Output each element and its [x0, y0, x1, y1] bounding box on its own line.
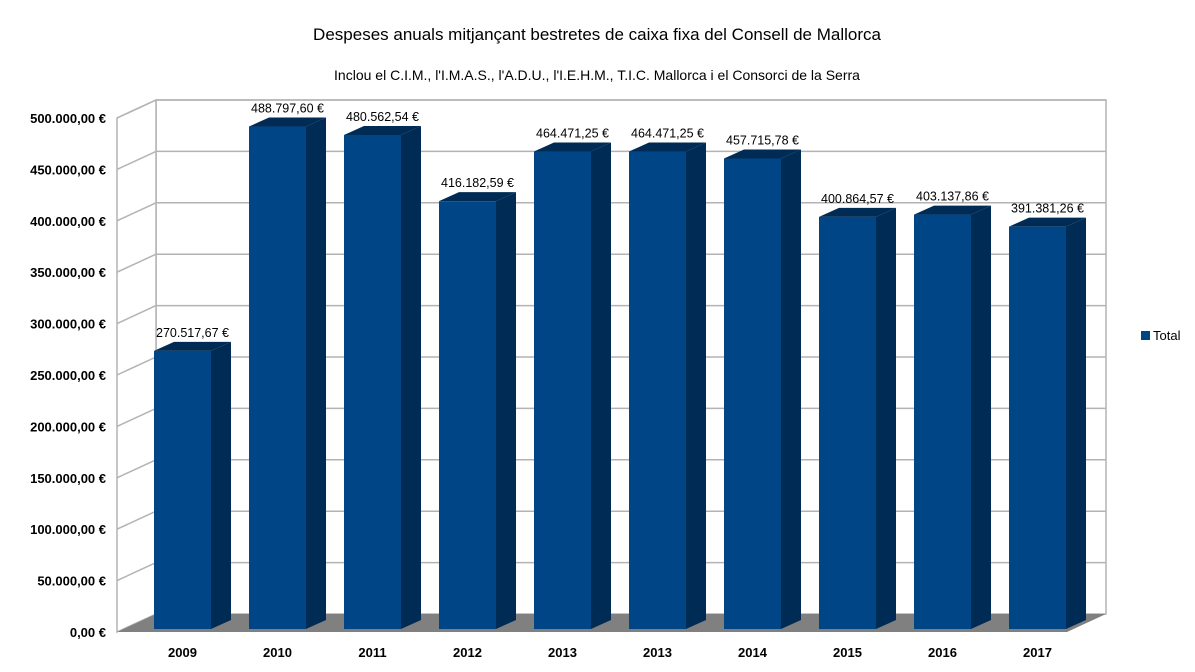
legend: Total — [1141, 328, 1181, 343]
gridline-side — [116, 407, 157, 428]
bar-top — [629, 142, 706, 152]
data-label: 403.137,86 € — [916, 190, 989, 204]
bar-2010 — [249, 117, 326, 630]
x-axis: 2009 2010 2011 2012 2013 2013 2014 2015 2016 2017 — [168, 645, 1052, 660]
bar-2009 — [154, 341, 231, 629]
bar-2016 — [914, 205, 991, 629]
x-tick-label: 2011 — [358, 645, 386, 660]
data-label: 457.715,78 € — [726, 133, 799, 147]
bar-front — [914, 214, 971, 629]
y-tick-label: 350.000,00 € — [30, 265, 106, 280]
bar-front — [534, 151, 591, 629]
bar-2014 — [724, 149, 801, 629]
y-tick-label: 100.000,00 € — [30, 522, 106, 537]
data-label: 464.471,25 € — [536, 127, 609, 141]
x-tick-label: 2015 — [833, 645, 862, 660]
data-label: 391.381,26 € — [1011, 202, 1084, 216]
y-tick-label: 0,00 € — [70, 625, 106, 640]
x-tick-label: 2016 — [928, 645, 957, 660]
data-label: 416.182,59 € — [441, 176, 514, 190]
data-label: 464.471,25 € — [631, 127, 704, 141]
bar-side — [781, 149, 801, 629]
bar-side — [401, 125, 421, 629]
y-tick-label: 250.000,00 € — [30, 368, 106, 383]
x-tick-label: 2017 — [1023, 645, 1052, 660]
bar-front — [249, 126, 306, 630]
gridline-side — [116, 150, 157, 171]
bar-front — [629, 151, 686, 629]
bar-top — [249, 117, 326, 127]
y-axis: 0,00 € 50.000,00 € 100.000,00 € 150.000,00 … — [30, 111, 106, 640]
y-tick-label: 500.000,00 € — [30, 111, 106, 126]
bar-top — [344, 125, 421, 135]
y-tick-label: 300.000,00 € — [30, 317, 106, 332]
bar-2011 — [344, 125, 421, 630]
bar-side — [306, 117, 326, 630]
bar-2013 — [629, 142, 706, 629]
gridline-side — [116, 561, 157, 582]
bar-side — [876, 207, 896, 629]
gridline-side — [116, 356, 157, 376]
bar-side — [211, 341, 231, 629]
bar-side — [496, 192, 516, 629]
gridline-side — [116, 99, 157, 119]
x-tick-label: 2012 — [453, 645, 482, 660]
x-tick-label: 2013 — [643, 645, 672, 660]
bar-top — [154, 341, 231, 351]
gridline-side — [116, 510, 157, 530]
legend-swatch-total — [1141, 331, 1150, 340]
data-label: 270.517,67 € — [156, 326, 229, 340]
gridline-side — [116, 253, 157, 273]
data-labels: 270.517,67 € 488.797,60 € 480.562,54 € 416.… — [156, 102, 1084, 340]
bar-top — [1009, 217, 1086, 227]
bar-side — [686, 142, 706, 629]
data-label: 400.864,57 € — [821, 192, 894, 206]
bar-side — [1066, 217, 1086, 629]
bar-2013 — [534, 142, 611, 629]
x-tick-label: 2014 — [738, 645, 768, 660]
x-tick-label: 2009 — [168, 645, 197, 660]
y-tick-label: 450.000,00 € — [30, 162, 106, 177]
bar-top — [439, 192, 516, 202]
bar-front — [439, 201, 496, 629]
y-tick-label: 200.000,00 € — [30, 419, 106, 434]
bar-2015 — [819, 207, 896, 629]
data-label: 488.797,60 € — [251, 102, 324, 116]
gridline-side — [116, 459, 157, 479]
gridline-side — [116, 202, 157, 222]
bar-front — [724, 158, 781, 629]
bar-side — [591, 142, 611, 629]
x-tick-label: 2010 — [263, 645, 292, 660]
gridline-side — [116, 304, 157, 325]
x-tick-label: 2013 — [548, 645, 577, 660]
y-tick-label: 400.000,00 € — [30, 214, 106, 229]
y-tick-label: 150.000,00 € — [30, 471, 106, 486]
bar-side — [971, 205, 991, 629]
bar-front — [819, 216, 876, 629]
y-tick-label: 50.000,00 € — [37, 574, 106, 589]
bar-top — [914, 205, 991, 215]
bar-top — [819, 207, 896, 217]
bar-front — [1009, 226, 1066, 629]
bar-2017 — [1009, 217, 1086, 629]
chart-subtitle: Inclou el C.I.M., l'I.M.A.S., l'A.D.U., … — [334, 67, 860, 83]
bar-top — [724, 149, 801, 159]
bars — [154, 117, 1086, 630]
chart-title: Despeses anuals mitjançant bestretes de … — [313, 25, 881, 44]
legend-label-total: Total — [1153, 328, 1181, 343]
bar-top — [534, 142, 611, 152]
data-label: 480.562,54 € — [346, 110, 419, 124]
bar-2012 — [439, 192, 516, 629]
bar-front — [344, 134, 401, 630]
bar-front — [154, 350, 211, 629]
